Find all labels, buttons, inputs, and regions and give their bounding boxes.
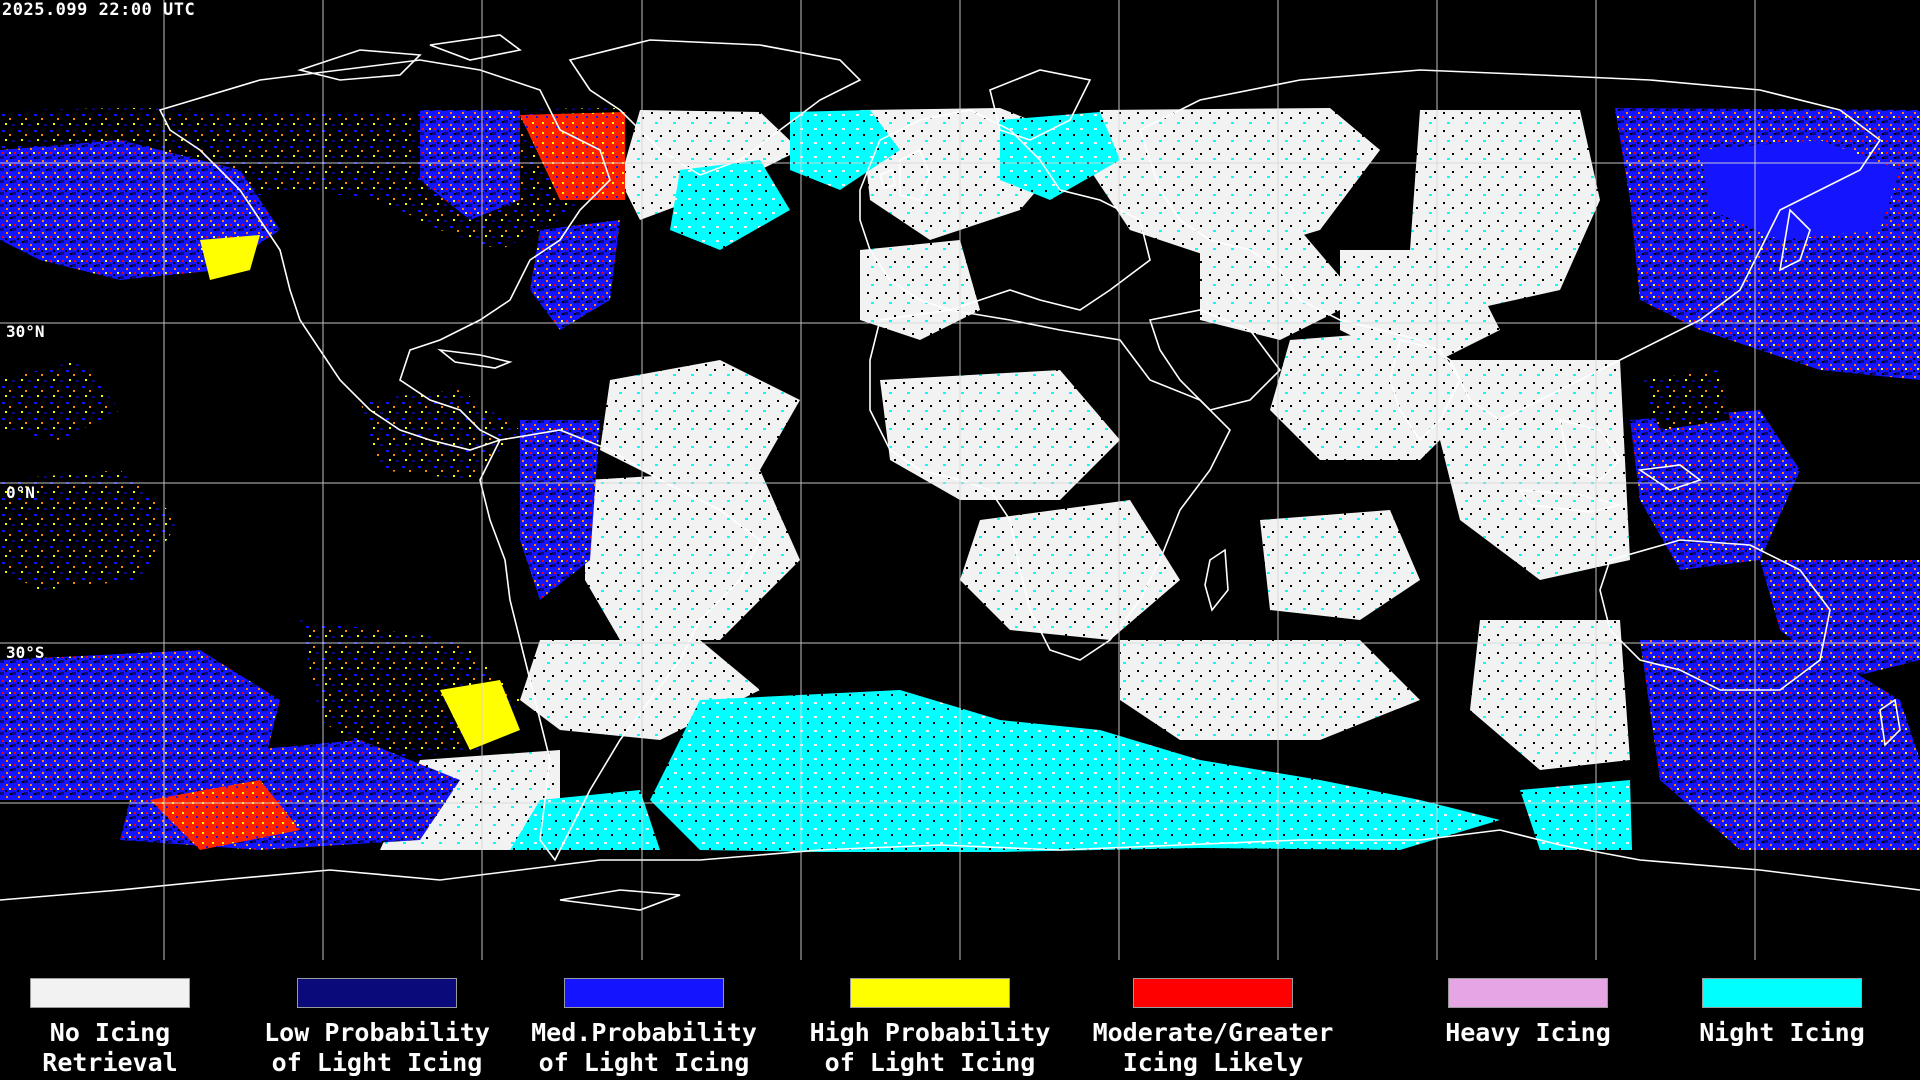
coastlines: [0, 34, 1920, 911]
legend-item-night-icing: Night Icing: [1652, 978, 1912, 1048]
map-canvas: [0, 0, 1920, 960]
legend-label-line1: Low Probability: [264, 1018, 490, 1047]
legend: No Icing Retrieval Low Probability of Li…: [0, 960, 1920, 1080]
legend-swatch: [30, 978, 190, 1008]
legend-swatch: [1702, 978, 1862, 1008]
west-swath: [0, 108, 625, 850]
timestamp: 2025.099 22:00 UTC: [2, 0, 196, 20]
legend-label-line2: Icing Likely: [1122, 1048, 1304, 1077]
lat-label-30n: 30°N: [6, 322, 45, 341]
legend-swatch: [850, 978, 1010, 1008]
legend-swatch: [564, 978, 724, 1008]
legend-item-heavy-icing: Heavy Icing: [1398, 978, 1658, 1048]
lat-lon-grid: [0, 0, 1920, 960]
legend-swatch: [1448, 978, 1608, 1008]
legend-swatch: [297, 978, 457, 1008]
legend-label-line1: High Probability: [809, 1018, 1051, 1047]
legend-label-line1: Night Icing: [1699, 1018, 1865, 1047]
legend-label-line2: of Light Icing: [538, 1048, 750, 1077]
legend-item-no-icing: No Icing Retrieval: [0, 978, 240, 1078]
lat-label-30s: 30°S: [6, 643, 45, 662]
legend-item-med-probability: Med.Probability of Light Icing: [514, 978, 774, 1078]
legend-item-high-probability: High Probability of Light Icing: [800, 978, 1060, 1078]
legend-item-moderate-greater: Moderate/Greater Icing Likely: [1083, 978, 1343, 1078]
legend-swatch: [1133, 978, 1293, 1008]
icing-map: 2025.099 22:00 UTC 30°N 0°N 30°S: [0, 0, 1920, 960]
day-swath: [370, 108, 1632, 860]
east-swath: [1615, 108, 1920, 850]
legend-label-line1: Heavy Icing: [1445, 1018, 1611, 1047]
legend-label-line2: of Light Icing: [824, 1048, 1036, 1077]
legend-label-line1: Med.Probability: [531, 1018, 757, 1047]
legend-item-low-probability: Low Probability of Light Icing: [247, 978, 507, 1078]
lat-label-0n: 0°N: [6, 483, 35, 502]
legend-label-line2: Retrieval: [42, 1048, 178, 1077]
legend-label-line2: of Light Icing: [271, 1048, 483, 1077]
legend-label-line1: No Icing: [49, 1018, 171, 1047]
legend-label-line1: Moderate/Greater: [1092, 1018, 1334, 1047]
